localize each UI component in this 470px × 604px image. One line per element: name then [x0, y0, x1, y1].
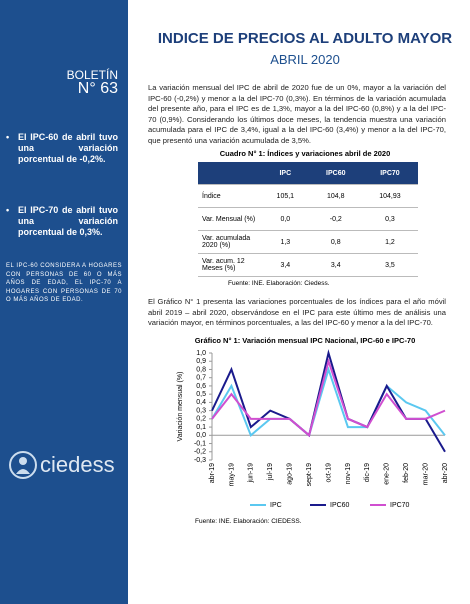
cell: 1,2 [361, 230, 418, 254]
title: INDICE DE PRECIOS AL ADULTO MAYOR [157, 30, 453, 47]
legend-label: IPC [270, 502, 282, 509]
x-tick-label: ago-19 [287, 463, 294, 485]
y-tick-label: 1,0 [196, 350, 206, 357]
y-tick-label: -0,2 [194, 449, 206, 456]
header-cell: IPC [261, 162, 310, 185]
chart: -0,3-0,2 -0,10,00,10,2 0,30,40,50,60,7 0,80… [177, 349, 449, 509]
sidebar: BOLETÍN N° 63 El IPC-60 de abril tuvo un… [0, 0, 128, 604]
header-cell: IPC70 [361, 162, 418, 185]
cell: 0,0 [261, 207, 310, 231]
x-tick-label: abr-19 [209, 463, 216, 483]
y-axis-label: Variación mensual (%) [177, 372, 184, 442]
bulletin-number: N° 63 [77, 80, 118, 97]
table-caption: Cuadro N° 1: Índices y variaciones abril… [219, 149, 391, 158]
table: IPC IPC60 IPC70 Índice 105,1 104,8 104,93 Var. … [198, 162, 418, 277]
logo-icon [9, 451, 37, 479]
bulletin-label: BOLETÍN [66, 68, 118, 82]
bullet: El IPC-60 de abril tuvo una variación po… [6, 132, 118, 165]
y-tick-label: 0,5 [196, 391, 206, 398]
cell: 3,4 [309, 253, 362, 277]
chart-source: Fuente: INE. Elaboración: CIEDESS. [195, 518, 302, 525]
header-cell: IPC60 [309, 162, 362, 185]
bullet: El IPC-70 de abril tuvo una variación po… [6, 205, 118, 238]
x-tick-label: sept-19 [306, 463, 313, 486]
cell: Var. acum. 12 Meses (%) [198, 253, 261, 277]
cell: 104,8 [309, 184, 362, 208]
series-line [211, 366, 446, 438]
cell: 3,5 [361, 253, 418, 277]
cell: 3,4 [261, 253, 310, 277]
x-tick-label: feb-20 [403, 463, 410, 483]
x-tick-label: abr-20 [442, 463, 449, 483]
cell: -0,2 [309, 207, 362, 231]
y-tick-label: 0,3 [196, 407, 206, 414]
row: Var. acumulada 2020 (%) 1,3 0,8 1,2 [198, 230, 418, 254]
row: Var. acum. 12 Meses (%) 3,4 3,4 3,5 [198, 253, 418, 277]
cell: Índice [198, 184, 261, 208]
series-line [211, 357, 446, 438]
x-tick-label: may-19 [228, 463, 235, 486]
note: EL IPC-60 CONSIDERA A HOGARES CON PERSON… [6, 263, 122, 303]
y-tick-label: 0,1 [196, 424, 206, 431]
x-tick-label: oct-19 [325, 463, 332, 483]
y-tick-label: 0,6 [196, 383, 206, 390]
subtitle: ABRIL 2020 [270, 52, 340, 67]
header-row: IPC IPC60 IPC70 [198, 162, 418, 185]
x-tick-label: mar-20 [422, 463, 429, 485]
x-tick-label: nov-19 [345, 463, 352, 485]
cell: Var. acumulada 2020 (%) [198, 230, 261, 254]
y-tick-label: 0,7 [196, 375, 206, 382]
table-source: Fuente: INE. Elaboración: Ciedess. [228, 280, 330, 287]
legend-label: IPC60 [330, 502, 350, 509]
x-tick-label: jul-19 [267, 463, 274, 481]
x-tick-label: jun-19 [248, 463, 255, 484]
cell: 0,3 [361, 207, 418, 231]
paragraph: El Gráfico N° 1 presenta las variaciones… [148, 297, 446, 328]
cell: 105,1 [261, 184, 310, 208]
y-tick-label: 0,4 [196, 399, 206, 406]
cell: 1,3 [261, 230, 310, 254]
y-tick-label: 0,0 [196, 432, 206, 439]
legend-label: IPC70 [390, 502, 410, 509]
row: Índice 105,1 104,8 104,93 [198, 184, 418, 208]
paragraph: La variación mensual del IPC de abril de… [148, 83, 446, 145]
y-tick-label: 0,9 [196, 358, 206, 365]
x-tick-label: ene-20 [384, 463, 391, 485]
x-tick-label: dic-19 [364, 463, 371, 482]
chart-title: Gráfico N° 1: Variación mensual IPC Naci… [194, 336, 416, 345]
row: Var. Mensual (%) 0,0 -0,2 0,3 [198, 207, 418, 231]
y-tick-label: -0,3 [194, 457, 206, 464]
y-tick-label: 0,2 [196, 416, 206, 423]
y-tick-label: 0,8 [196, 366, 206, 373]
cell: Var. Mensual (%) [198, 207, 261, 231]
header-cell [198, 162, 261, 185]
logo-text: ciedess [40, 452, 115, 477]
cell: 104,93 [361, 184, 418, 208]
cell: 0,8 [309, 230, 362, 254]
y-tick-label: -0,1 [194, 440, 206, 447]
